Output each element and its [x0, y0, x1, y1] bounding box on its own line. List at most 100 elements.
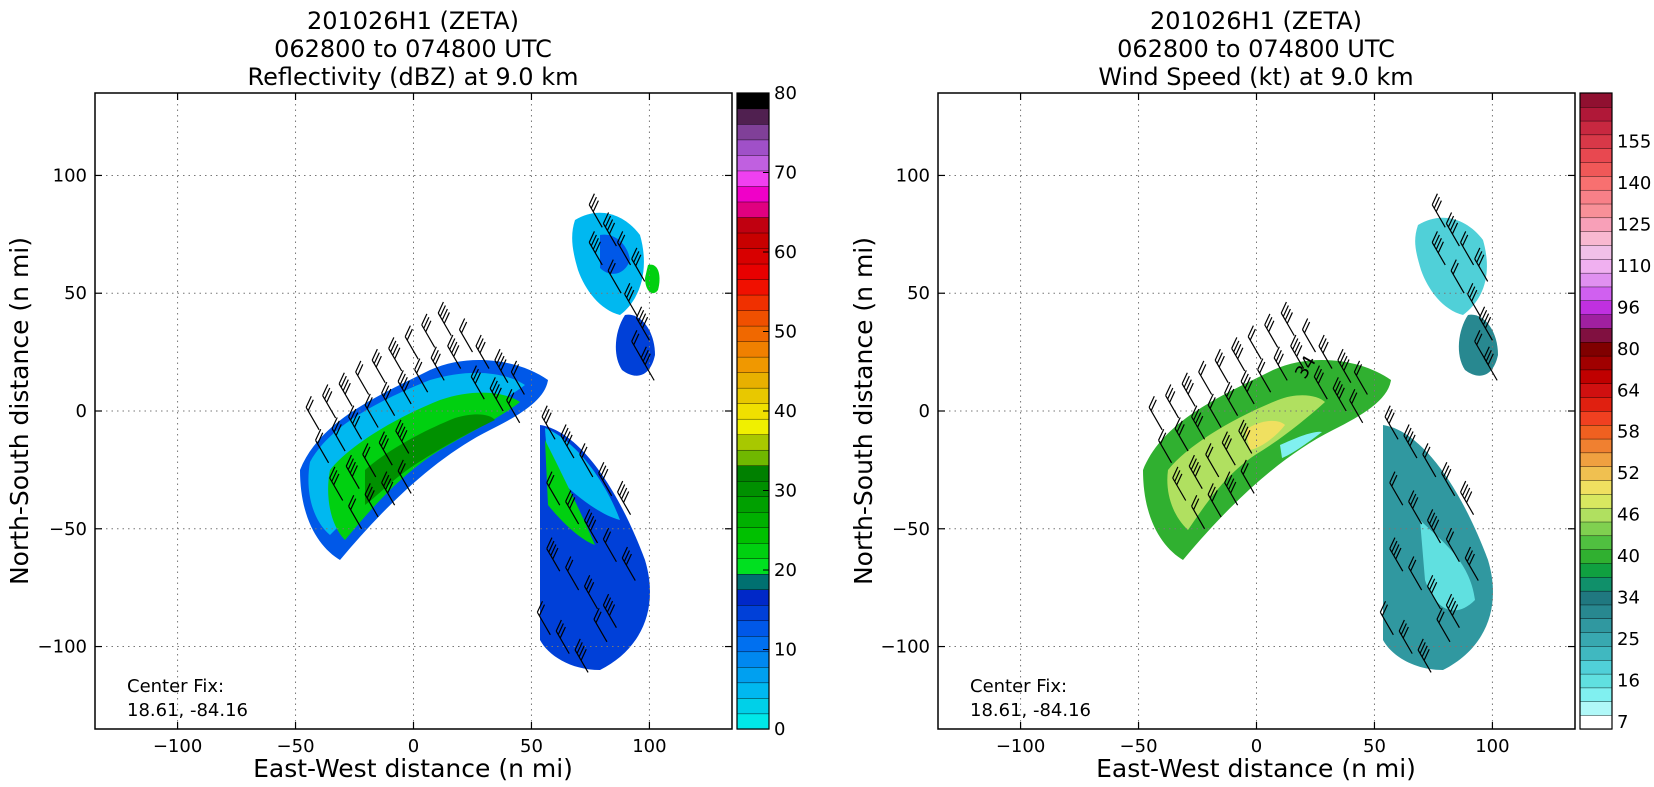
wind-barb-staff — [404, 336, 419, 360]
wind-barb — [565, 556, 580, 591]
wind-barb-feather — [1431, 231, 1438, 243]
wind-barb-feather — [1273, 346, 1280, 359]
wind-barb-feather — [606, 219, 614, 231]
wind-barb-feather — [1343, 359, 1350, 371]
colorbar-swatch — [1579, 493, 1613, 509]
colorbar-tick-label: 20 — [774, 560, 797, 581]
wind-barb-feather — [644, 353, 651, 366]
colorbar-swatch — [1579, 217, 1613, 232]
wind-barb-feather — [567, 559, 574, 572]
wind-barb-feather — [1181, 372, 1188, 385]
x-tick-label: 50 — [1363, 736, 1386, 757]
wind-barb — [364, 393, 379, 428]
wind-barb — [1301, 318, 1317, 353]
y-tick-label: 0 — [919, 401, 930, 422]
wind-barb-feather — [600, 465, 607, 478]
wind-barb-feather — [594, 241, 601, 254]
colorbar-tick-label: 110 — [1617, 256, 1651, 277]
wind-barb — [378, 431, 393, 466]
colorbar-swatch — [1579, 590, 1613, 606]
wind-barb-feather — [548, 474, 555, 487]
colorbar-swatch — [736, 682, 770, 699]
wind-barb-feather — [1474, 330, 1481, 342]
wind-barb-feather — [1264, 313, 1271, 326]
wind-barb-feather — [565, 556, 572, 568]
wind-barb — [631, 247, 646, 282]
wind-barb-feather — [1398, 619, 1405, 632]
wind-barb-feather — [1412, 497, 1419, 509]
wind-barb-feather — [587, 516, 595, 528]
wind-barb-staff — [1257, 369, 1272, 393]
wind-barb — [1353, 360, 1368, 395]
colorbar-swatch — [736, 232, 770, 249]
colorbar-tick-label: 60 — [774, 242, 797, 263]
wind-barb-feather — [1466, 491, 1473, 503]
wind-barb-feather — [1400, 623, 1407, 635]
colorbar-swatch — [1579, 410, 1613, 426]
wind-barb-feather — [1216, 352, 1223, 364]
wind-barb — [579, 443, 594, 478]
reflectivity-title-line-3: Reflectivity (dBZ) at 9.0 km — [248, 63, 579, 91]
wind-barb-feather — [453, 345, 460, 357]
x-tick-label: −50 — [277, 736, 315, 757]
wind-barb-feather — [1424, 446, 1431, 459]
wind-barb-feather — [1484, 316, 1492, 329]
colorbar-swatch — [736, 620, 770, 637]
colorbar-tick-label: 155 — [1617, 131, 1651, 152]
wind-barb-feather — [1435, 200, 1442, 212]
wind-barb-feather — [331, 417, 338, 429]
wind-barb-feather — [447, 334, 454, 347]
wind-barb-feather — [494, 348, 501, 361]
colorbar-swatch — [736, 418, 770, 435]
wind-barb-staff — [1188, 465, 1203, 490]
wind-barb — [1337, 348, 1352, 384]
wind-barb-feather — [406, 328, 413, 341]
wind-barb-feather — [1224, 381, 1231, 394]
wind-barb-feather — [1441, 461, 1448, 474]
wind-barb — [1408, 490, 1423, 525]
wind-barb — [574, 638, 589, 673]
wind-barb-feather — [1197, 415, 1204, 428]
wind-barb-feather — [1462, 484, 1469, 496]
wind-barb-feather — [1485, 350, 1492, 362]
wind-barb-feather — [560, 424, 567, 436]
reflectivity-ticks: −100 −50 0 50 100 −100 −50 0 50 100 — [38, 93, 732, 757]
wind-barb — [338, 372, 353, 407]
x-tick-label: 0 — [1251, 736, 1262, 757]
wind-barb-feather — [1471, 289, 1478, 302]
wind-barb-staff — [602, 223, 617, 247]
wind-barb-feather — [624, 282, 631, 295]
wind-barb — [1214, 348, 1229, 384]
wind-barb-staff — [1207, 494, 1222, 518]
wind-barb-staff — [348, 505, 363, 530]
wind-barb-feather — [1381, 604, 1389, 616]
wind-barb-feather — [621, 546, 628, 559]
wind-barb — [348, 405, 363, 440]
wind-barb-feather — [1443, 465, 1450, 478]
wind-title-line-2: 062800 to 074800 UTC — [1117, 35, 1395, 63]
wind-barb — [381, 471, 396, 506]
wind-barb — [607, 259, 622, 294]
wind-barb-feather — [1353, 360, 1361, 373]
wind-barb-feather — [562, 427, 569, 440]
wind-barb-staff — [397, 470, 412, 494]
wind-barb-feather — [1386, 408, 1393, 421]
wind-barb-staff — [1337, 359, 1352, 384]
wind-barb-staff — [1172, 477, 1187, 501]
wind-barb-feather — [1235, 344, 1242, 356]
wind-barb-feather — [388, 337, 395, 349]
wind-band-shear — [1280, 431, 1322, 458]
wind-barb — [475, 334, 490, 369]
wind-barb-staff — [1191, 416, 1206, 440]
wind-barb-feather — [1286, 312, 1293, 324]
wind-barb — [437, 301, 452, 336]
colorbar-swatch — [1579, 535, 1613, 550]
colorbar-swatch — [1579, 272, 1613, 288]
wind-barb-feather — [380, 434, 387, 447]
wind-barb — [1205, 443, 1220, 478]
colorbar-swatch — [1579, 120, 1613, 136]
wind-barb-feather — [352, 412, 359, 424]
wind-barb-feather — [510, 360, 518, 373]
wind-barb — [1431, 193, 1446, 228]
wind-barb — [331, 417, 346, 452]
